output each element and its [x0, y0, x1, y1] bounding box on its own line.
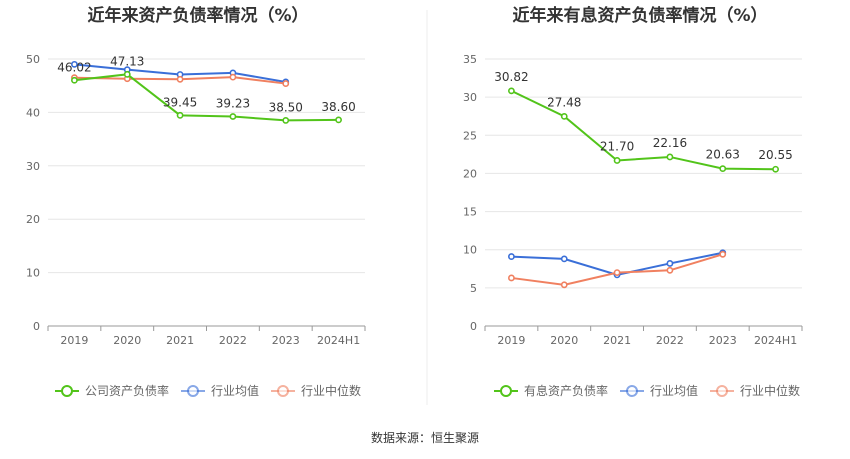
x-tick-label: 2022: [219, 334, 247, 347]
y-tick-label: 10: [26, 267, 40, 280]
legend-swatch-marker: [716, 385, 728, 397]
data-point: [560, 112, 568, 120]
data-point: [229, 113, 237, 120]
x-tick-label: 2022: [656, 334, 684, 347]
legend-item[interactable]: 公司资产负债率: [55, 383, 169, 398]
legend-swatch-marker: [500, 385, 512, 397]
x-tick-label: 2023: [272, 334, 300, 347]
data-point: [123, 70, 131, 78]
legend-label: 行业均值: [650, 383, 698, 398]
legend-label: 行业中位数: [740, 383, 800, 398]
data-label: 46.02: [57, 60, 91, 74]
data-point: [666, 260, 674, 267]
legend-swatch-marker: [187, 385, 199, 397]
data-point: [666, 266, 674, 274]
data-label: 38.50: [269, 100, 303, 114]
legend-swatch-marker: [626, 385, 638, 397]
y-tick-label: 20: [463, 167, 477, 180]
y-tick-label: 20: [26, 213, 40, 226]
source-note: 数据来源：恒生聚源: [371, 430, 479, 445]
data-point: [508, 87, 515, 95]
data-point: [613, 269, 621, 276]
legend-swatch-marker: [277, 385, 289, 397]
data-point: [335, 116, 342, 124]
data-point: [560, 255, 568, 263]
data-point: [719, 165, 727, 173]
left-chart-title: 近年来资产负债率情况（%）: [87, 5, 308, 26]
x-tick-label: 2024H1: [317, 334, 360, 347]
data-point: [282, 80, 290, 87]
right-chart-title: 近年来有息资产负债率情况（%）: [512, 5, 767, 26]
left-chart: 近年来资产负债率情况（%） 0 10 20 30 40 50 2019 2020 2021 202…: [26, 5, 366, 398]
y-tick-label: 15: [463, 206, 477, 219]
data-point: [560, 281, 568, 289]
data-label: 20.55: [758, 148, 792, 162]
legend-item[interactable]: 行业中位数: [710, 383, 800, 398]
data-point: [176, 111, 184, 119]
legend-item[interactable]: 有息资产负债率: [494, 383, 608, 398]
x-tick-label: 2021: [166, 334, 194, 347]
legend-label: 行业均值: [211, 383, 259, 398]
data-label: 21.70: [600, 139, 634, 153]
series-line: [74, 73, 339, 122]
series-line: [510, 89, 776, 171]
data-label: 39.23: [216, 97, 250, 111]
legend-label: 有息资产负债率: [524, 383, 608, 398]
x-tick-label: 2021: [603, 334, 631, 347]
x-tick-label: 2019: [497, 334, 525, 347]
legend-item[interactable]: 行业均值: [181, 383, 259, 398]
x-tick-label: 2019: [60, 334, 88, 347]
y-tick-label: 5: [470, 282, 477, 295]
legend-item[interactable]: 行业中位数: [271, 383, 361, 398]
y-tick-label: 0: [470, 320, 477, 333]
legend-swatch-marker: [61, 385, 73, 397]
x-tick-label: 2024H1: [754, 334, 797, 347]
legend-label: 行业中位数: [301, 383, 361, 398]
legend-item[interactable]: 行业均值: [620, 383, 698, 398]
y-tick-label: 50: [26, 53, 40, 66]
data-label: 39.45: [163, 95, 197, 109]
x-tick-label: 2020: [550, 334, 578, 347]
data-point: [71, 60, 78, 68]
data-point: [719, 250, 727, 258]
data-point: [613, 157, 621, 164]
data-point: [176, 75, 184, 83]
data-point: [282, 117, 290, 124]
data-point: [508, 274, 515, 282]
data-label: 30.82: [494, 70, 528, 84]
x-tick-label: 2020: [113, 334, 141, 347]
y-tick-label: 10: [463, 244, 477, 257]
legend-label: 公司资产负债率: [85, 383, 169, 398]
y-tick-label: 35: [463, 53, 477, 66]
data-point: [508, 253, 515, 260]
data-label: 22.16: [653, 136, 687, 150]
data-label: 38.60: [321, 100, 355, 114]
data-point: [666, 153, 674, 161]
data-label: 27.48: [547, 95, 581, 109]
data-point: [229, 73, 237, 81]
data-point: [71, 76, 78, 84]
right-chart: 近年来有息资产负债率情况（%） 0 5 10 15 20 25 30 35 2019 2020 20…: [463, 5, 803, 398]
data-label: 20.63: [706, 148, 740, 162]
data-label: 47.13: [110, 54, 144, 68]
y-tick-label: 30: [26, 160, 40, 173]
x-tick-label: 2023: [709, 334, 737, 347]
data-point: [772, 165, 779, 173]
y-tick-label: 30: [463, 91, 477, 104]
y-tick-label: 40: [26, 106, 40, 119]
y-tick-label: 25: [463, 129, 477, 142]
y-tick-label: 0: [33, 320, 40, 333]
